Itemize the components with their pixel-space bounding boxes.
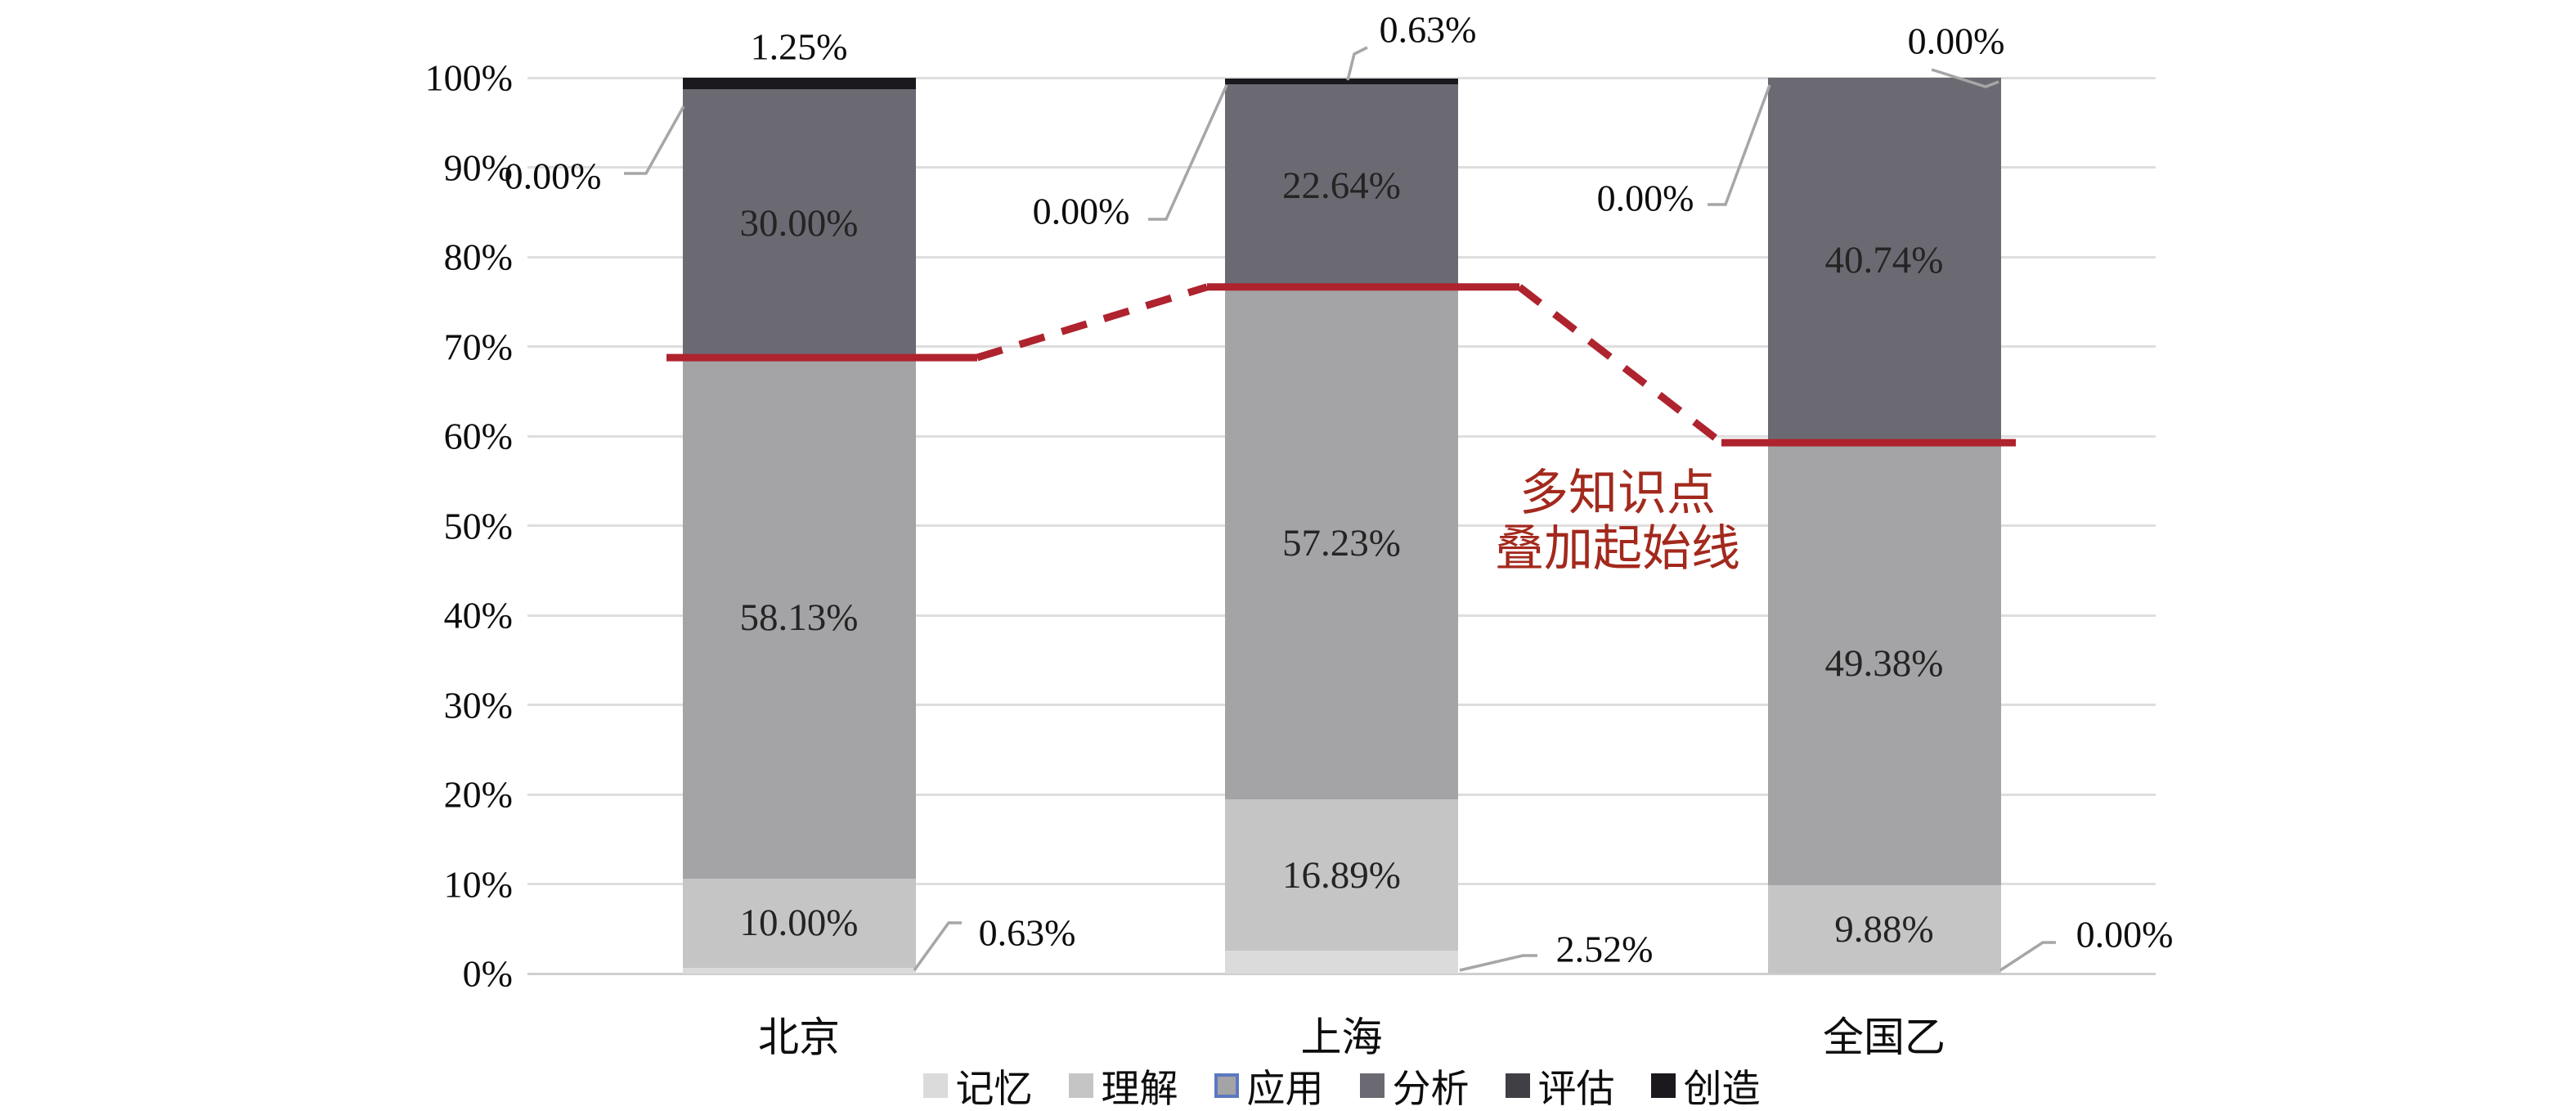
legend-label-analyze: 分析 [1392, 1068, 1470, 1111]
y-tick-label: 60% [443, 415, 513, 457]
callout-label-sh-evaluate: 0.00% [1032, 190, 1130, 232]
legend-swatch-create [1650, 1073, 1676, 1098]
legend-item-create: 创造 [1650, 1057, 1761, 1111]
bar-segment-understand: 10.00% [682, 878, 916, 969]
bar-segment-remember [682, 968, 916, 974]
legend-swatch-understand [1068, 1073, 1093, 1098]
legend-label-evaluate: 评估 [1537, 1068, 1615, 1111]
legend-label-understand: 理解 [1101, 1068, 1178, 1111]
bar-segment-create [682, 77, 916, 89]
segment-value-label: 10.00% [739, 902, 859, 945]
callout-label-sh-create: 0.63% [1379, 8, 1477, 51]
segment-value-label: 40.74% [1824, 239, 1944, 282]
callout-label-bj-evaluate: 0.00% [504, 155, 602, 197]
y-tick-label: 90% [443, 146, 513, 188]
legend-item-analyze: 分析 [1359, 1057, 1470, 1111]
callout-label-bj-remember: 0.63% [978, 911, 1076, 954]
bar-segment-understand: 9.88% [1767, 884, 2001, 974]
leader-line-sh-create [1346, 46, 1368, 81]
callout-label-bj-create: 1.25% [750, 25, 848, 68]
leader-line-bj-remember [913, 921, 962, 972]
segment-value-label: 58.13% [739, 596, 859, 640]
bar-segment-apply: 49.38% [1767, 443, 2001, 885]
y-tick-label: 20% [443, 773, 513, 816]
bar-segment-create [1225, 78, 1458, 84]
chart-legend: 记忆 理解 应用 分析 评估 创造 [527, 1057, 2156, 1111]
callout-label-sh-remember: 2.52% [1555, 928, 1654, 970]
segment-value-label: 57.23% [1282, 522, 1401, 565]
y-tick-label: 0% [462, 952, 513, 995]
bar-segment-apply: 58.13% [682, 358, 916, 879]
gridline [527, 76, 2156, 79]
leader-line-sh-evaluate [1148, 84, 1228, 221]
segment-value-label: 22.64% [1282, 164, 1401, 207]
y-tick-label: 10% [443, 863, 513, 905]
bar-segment-analyze: 30.00% [682, 88, 916, 358]
annotation-line-2: 叠加起始线 [1495, 522, 1740, 576]
annotation-line-1: 多知识点 [1519, 466, 1716, 521]
multi-knowledge-annotation: 多知识点 叠加起始线 [1495, 466, 1740, 578]
category-label-1: 北京 [758, 1014, 840, 1060]
legend-label-remember: 记忆 [955, 1068, 1033, 1111]
leader-line-sh-remember [1459, 954, 1537, 972]
bar-segment-apply: 57.23% [1225, 286, 1458, 800]
legend-swatch-analyze [1359, 1073, 1384, 1098]
category-label-3: 全国乙 [1823, 1014, 1945, 1060]
multi-knowledge-line-dashed-1 [1517, 284, 1724, 446]
x-axis-line [527, 972, 2156, 975]
callout-label-qg-create: 0.00% [1907, 20, 2005, 62]
legend-label-create: 创造 [1683, 1068, 1761, 1111]
segment-value-label: 9.88% [1834, 907, 1934, 951]
leader-line-bj-evaluate [624, 106, 685, 175]
legend-swatch-remember [922, 1073, 948, 1098]
bar-segment-remember [1225, 951, 1458, 974]
leader-line-qg-remember [1999, 941, 2056, 972]
legend-label-apply: 应用 [1246, 1068, 1324, 1111]
y-tick-label: 80% [443, 236, 513, 278]
legend-item-evaluate: 评估 [1505, 1057, 1615, 1111]
legend-swatch-evaluate [1505, 1073, 1530, 1098]
callout-label-qg-remember: 0.00% [2076, 913, 2174, 956]
y-tick-label: 50% [443, 505, 513, 547]
bar-segment-analyze: 40.74% [1767, 78, 2001, 443]
callout-label-qg-evaluate: 0.00% [1596, 177, 1694, 219]
legend-item-understand: 理解 [1068, 1057, 1178, 1111]
y-tick-label: 70% [443, 326, 513, 367]
legend-item-remember: 记忆 [922, 1057, 1033, 1111]
legend-item-apply: 应用 [1214, 1057, 1324, 1111]
y-tick-label: 100% [424, 56, 513, 99]
bar-segment-understand: 16.89% [1225, 799, 1458, 951]
legend-swatch-apply [1214, 1073, 1239, 1098]
segment-value-label: 30.00% [739, 201, 859, 245]
bar-segment-analyze: 22.64% [1225, 83, 1458, 287]
segment-value-label: 49.38% [1824, 642, 1944, 686]
category-label-2: 上海 [1300, 1014, 1383, 1060]
leader-line-qg-evaluate [1708, 84, 1771, 206]
segment-value-label: 16.89% [1282, 853, 1401, 897]
y-tick-label: 30% [443, 684, 513, 726]
y-tick-label: 40% [443, 594, 513, 636]
